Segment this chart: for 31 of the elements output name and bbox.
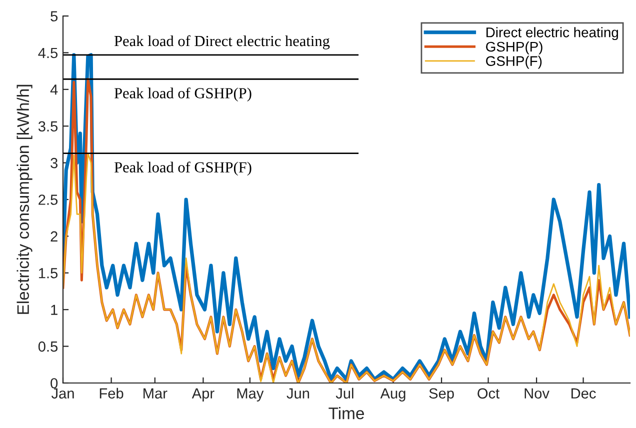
- ref-line-label: Peak load of Direct electric heating: [114, 35, 330, 50]
- x-axis-title: Time: [328, 407, 364, 420]
- x-tick-label: Feb: [100, 388, 124, 399]
- y-tick-label: 3.5: [38, 121, 58, 132]
- y-tick-label: 2: [50, 231, 58, 242]
- x-tick-label: Jul: [336, 388, 354, 399]
- x-tick-label: Nov: [524, 388, 550, 399]
- y-tick-label: 4: [50, 84, 58, 95]
- ref-line-label: Peak load of GSHP(F): [114, 162, 252, 176]
- x-tick-label: Jan: [51, 388, 74, 399]
- x-tick-label: Oct: [478, 388, 500, 399]
- ref-line-label: Peak load of GSHP(P): [114, 87, 252, 102]
- legend-label: GSHP(F): [486, 56, 542, 69]
- x-tick-label: Sep: [429, 388, 454, 402]
- x-tick-label: Apr: [192, 388, 214, 402]
- x-tick-label: Dec: [572, 388, 596, 399]
- legend-label: GSHP(P): [486, 41, 542, 54]
- x-tick-label: May: [237, 388, 264, 402]
- y-tick-label: 2.5: [38, 194, 58, 205]
- y-axis-title: Electricity consumption [kWh/h]: [16, 84, 32, 314]
- y-tick-label: 1: [51, 304, 58, 315]
- y-tick-label: 4.5: [38, 48, 58, 58]
- y-tick-label: 0: [50, 378, 58, 388]
- x-tick-label: Aug: [380, 388, 406, 402]
- x-tick-label: Jun: [286, 388, 310, 399]
- y-tick-label: 3: [50, 158, 58, 168]
- x-tick-label: Mar: [144, 388, 168, 399]
- y-tick-label: 1.5: [38, 268, 58, 278]
- legend-label: Direct electric heating: [486, 27, 618, 40]
- y-tick-label: 0.5: [38, 341, 58, 352]
- y-tick-label: 5: [50, 11, 58, 22]
